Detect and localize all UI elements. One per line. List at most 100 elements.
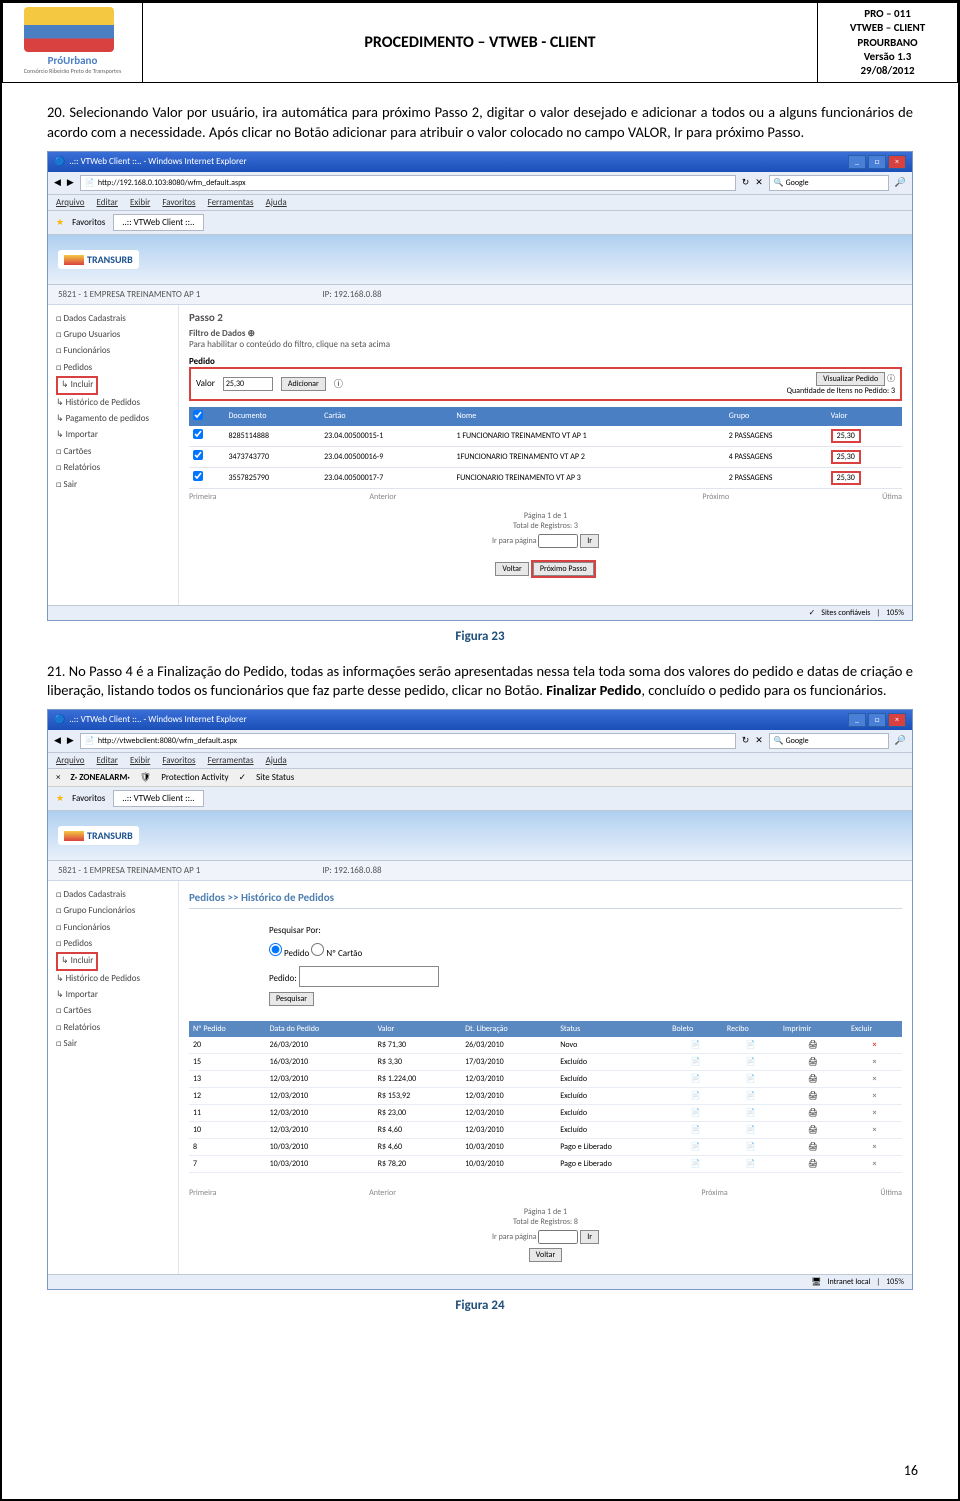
sidebar-historico[interactable]: ↳ Histórico de Pedidos [56,971,170,987]
recibo-icon[interactable]: 📄 [723,1071,779,1088]
sidebar-relatorios[interactable]: □ Relatórios [56,1020,170,1036]
row-checkbox[interactable] [193,450,203,460]
menu-exibir[interactable]: Exibir [130,197,150,208]
sidebar-dados[interactable]: □ Dados Cadastrais [56,311,170,327]
menu-arquivo[interactable]: Arquivo [56,197,84,208]
imprimir-icon[interactable]: 🖨 [779,1139,847,1156]
address-bar[interactable]: 📄 http://192.168.0.103:8080/wfm_default.… [80,175,736,191]
za-protection[interactable]: Protection Activity [161,772,228,783]
excluir-icon[interactable]: × [847,1105,902,1122]
sidebar-relatorios[interactable]: □ Relatórios [56,460,170,476]
recibo-icon[interactable]: 📄 [723,1122,779,1139]
voltar-button[interactable]: Voltar [529,1248,562,1262]
proximo-passo-button[interactable]: Próximo Passo [533,562,594,576]
nav-primeira[interactable]: Primeira [189,1188,216,1198]
sidebar-cartoes[interactable]: □ Cartões [56,1003,170,1019]
sidebar-cartoes[interactable]: □ Cartões [56,444,170,460]
imprimir-icon[interactable]: 🖨 [779,1122,847,1139]
ir-button[interactable]: Ir [580,1230,599,1244]
recibo-icon[interactable]: 📄 [723,1054,779,1071]
nav-ultima[interactable]: Útima [882,492,902,502]
valor-input[interactable] [223,377,273,391]
excluir-icon[interactable]: × [847,1088,902,1105]
stop-button[interactable]: ✕ [755,177,763,188]
ir-input[interactable] [538,1230,578,1244]
boleto-icon[interactable]: 📄 [668,1139,723,1156]
boleto-icon[interactable]: 📄 [668,1088,723,1105]
excluir-icon[interactable]: × [847,1054,902,1071]
excluir-icon[interactable]: × [847,1037,902,1054]
menu-favoritos[interactable]: Favoritos [162,197,195,208]
tab-vtweb[interactable]: ..:: VTWeb Client ::.. [113,790,203,807]
radio-pedido[interactable] [269,943,282,956]
sidebar-sair[interactable]: □ Sair [56,477,170,493]
nav-proxima[interactable]: Próximo [702,492,729,502]
search-button[interactable]: 🔎 [895,735,906,746]
close-button[interactable]: × [888,713,906,727]
stop-button[interactable]: ✕ [755,735,763,746]
nav-proxima[interactable]: Próxima [701,1188,727,1198]
back-button[interactable]: ◀ [54,177,61,188]
maximize-button[interactable]: □ [868,713,886,727]
minimize-button[interactable]: _ [848,713,866,727]
search-button[interactable]: 🔎 [895,177,906,188]
ir-button[interactable]: Ir [580,534,599,548]
sidebar-grupo[interactable]: □ Grupo Usuarios [56,327,170,343]
favorites-star-icon[interactable]: ★ [56,793,64,804]
boleto-icon[interactable]: 📄 [668,1105,723,1122]
address-bar[interactable]: 📄 http://vtwebclient:8080/wfm_default.as… [80,733,736,749]
th-check[interactable] [189,407,224,426]
maximize-button[interactable]: □ [868,155,886,169]
boleto-icon[interactable]: 📄 [668,1037,723,1054]
menu-exibir[interactable]: Exibir [130,755,150,766]
check-all[interactable] [193,410,203,420]
sidebar-funcionarios[interactable]: □ Funcionários [56,343,170,359]
sidebar-incluir[interactable]: ↳ Incluir [56,952,98,970]
pesquisar-button[interactable]: Pesquisar [269,992,314,1006]
nav-ultima[interactable]: Última [880,1188,902,1198]
row-checkbox[interactable] [193,471,203,481]
menu-ajuda[interactable]: Ajuda [266,197,287,208]
sidebar-importar[interactable]: ↳ Importar [56,987,170,1003]
recibo-icon[interactable]: 📄 [723,1105,779,1122]
ir-input[interactable] [538,534,578,548]
minimize-button[interactable]: _ [848,155,866,169]
menu-ferramentas[interactable]: Ferramentas [208,755,254,766]
tab-vtweb[interactable]: ..:: VTWeb Client ::.. [113,214,203,231]
imprimir-icon[interactable]: 🖨 [779,1071,847,1088]
nav-anterior[interactable]: Anterior [369,1188,396,1198]
sidebar-grupo[interactable]: □ Grupo Funcionários [56,903,170,919]
visualizar-button[interactable]: Visualizar Pedido [816,372,885,386]
refresh-button[interactable]: ↻ [742,177,750,188]
close-x[interactable]: × [56,772,60,783]
boleto-icon[interactable]: 📄 [668,1071,723,1088]
nav-primeira[interactable]: Primeira [189,492,216,502]
menu-favoritos[interactable]: Favoritos [162,755,195,766]
sidebar-historico[interactable]: ↳ Histórico de Pedidos [56,395,170,411]
excluir-icon[interactable]: × [847,1122,902,1139]
imprimir-icon[interactable]: 🖨 [779,1037,847,1054]
search-box[interactable]: 🔍 Google [769,175,889,191]
imprimir-icon[interactable]: 🖨 [779,1054,847,1071]
sidebar-importar[interactable]: ↳ Importar [56,427,170,443]
radio-cartao[interactable] [311,943,324,956]
adicionar-button[interactable]: Adicionar [281,377,326,391]
excluir-icon[interactable]: × [847,1139,902,1156]
menu-ferramentas[interactable]: Ferramentas [208,197,254,208]
excluir-icon[interactable]: × [847,1071,902,1088]
sidebar-incluir[interactable]: ↳ Incluir [56,376,98,394]
menu-arquivo[interactable]: Arquivo [56,755,84,766]
forward-button[interactable]: ▶ [67,177,74,188]
close-button[interactable]: × [888,155,906,169]
boleto-icon[interactable]: 📄 [668,1156,723,1173]
recibo-icon[interactable]: 📄 [723,1139,779,1156]
favorites-star-icon[interactable]: ★ [56,217,64,228]
imprimir-icon[interactable]: 🖨 [779,1105,847,1122]
menu-ajuda[interactable]: Ajuda [266,755,287,766]
zoom-level[interactable]: 105% [886,1277,904,1287]
sidebar-pagamento[interactable]: ↳ Pagamento de pedidos [56,411,170,427]
pedido-input[interactable] [299,966,439,987]
recibo-icon[interactable]: 📄 [723,1088,779,1105]
imprimir-icon[interactable]: 🖨 [779,1088,847,1105]
za-site-status[interactable]: Site Status [256,772,294,783]
